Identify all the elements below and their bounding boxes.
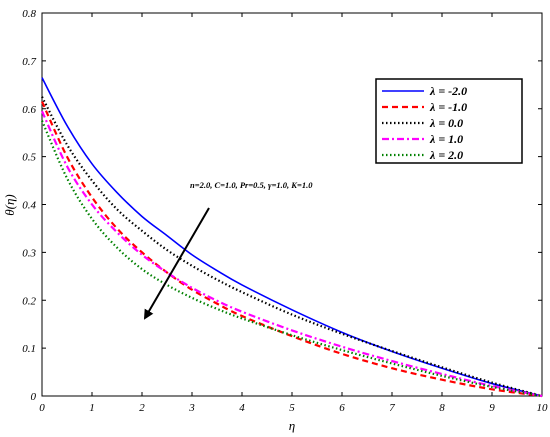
x-tick-label: 8 (439, 402, 445, 414)
x-tick-label: 7 (389, 402, 395, 414)
x-tick-label: 5 (289, 402, 295, 414)
y-tick-label: 0.6 (22, 104, 36, 116)
x-tick-label: 0 (39, 402, 45, 414)
legend-label: λ = 0.0 (429, 116, 463, 130)
legend-label: λ = -1.0 (429, 100, 467, 114)
legend-label: λ = 1.0 (429, 132, 463, 146)
y-tick-label: 0.5 (22, 152, 36, 164)
y-tick-label: 0.2 (22, 295, 36, 307)
series-lines (40, 77, 543, 398)
series-line (41, 96, 543, 398)
y-tick-label: 0.1 (22, 343, 36, 355)
y-axis-title: θ(η) (2, 194, 17, 216)
y-tick-label: 0.4 (22, 200, 36, 212)
parameter-annotation: n=2.0, C=1.0, Pr=0.5, γ=1.0, K=1.0 (190, 180, 313, 190)
legend-label: λ = -2.0 (429, 84, 467, 98)
legend-label: λ = 2.0 (429, 148, 463, 162)
x-tick-label: 10 (537, 402, 549, 414)
x-axis-title: η (289, 418, 295, 433)
series-line (40, 110, 543, 398)
plot-area (41, 12, 543, 397)
legend: λ = -2.0 λ = -1.0 λ = 0.0 λ = 1.0 λ = 2.0 (375, 78, 523, 164)
x-axis-ticks: 0 1 2 3 4 5 6 7 8 9 10 (39, 13, 548, 414)
legend-box (375, 78, 523, 164)
x-tick-label: 1 (89, 402, 95, 414)
x-tick-label: 3 (188, 402, 195, 414)
y-tick-label: 0 (31, 391, 37, 403)
y-tick-label: 0.3 (22, 247, 36, 259)
y-tick-label: 0.7 (22, 56, 36, 68)
y-axis-ticks: 0 0.1 0.2 0.3 0.4 0.5 0.6 0.7 0.8 (22, 8, 542, 403)
series-line (40, 101, 543, 398)
y-tick-label: 0.8 (22, 8, 36, 20)
x-tick-label: 6 (339, 402, 345, 414)
trend-arrow (143, 207, 210, 320)
x-tick-label: 2 (139, 402, 145, 414)
x-tick-label: 9 (489, 402, 495, 414)
x-tick-label: 4 (239, 402, 245, 414)
